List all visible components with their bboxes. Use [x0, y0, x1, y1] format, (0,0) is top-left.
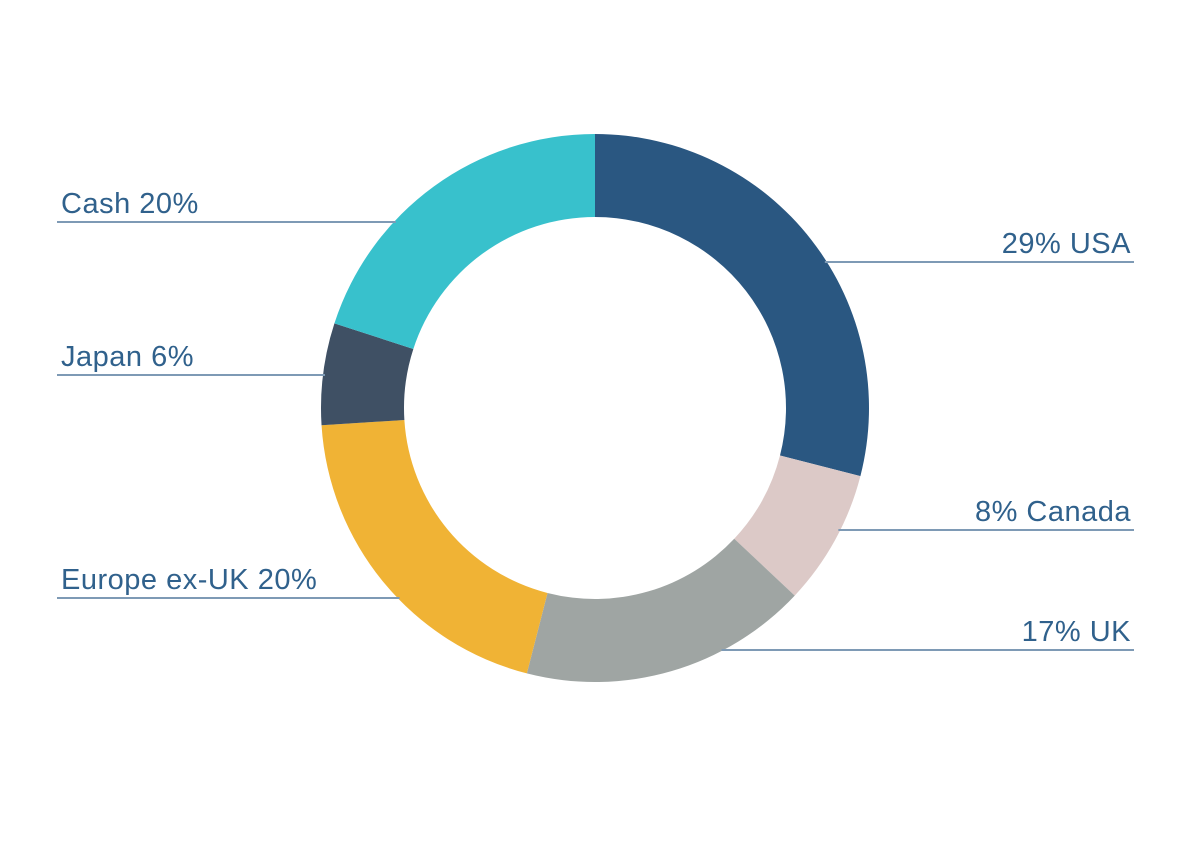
slice-japan: [321, 323, 414, 426]
label-canada: 8% Canada: [975, 496, 1131, 528]
label-uk: 17% UK: [1022, 616, 1132, 648]
slice-usa: [595, 134, 869, 477]
slice-europe-ex-uk: [321, 419, 548, 674]
label-europe-ex-uk: Europe ex-UK 20%: [61, 564, 317, 596]
label-cash: Cash 20%: [61, 188, 199, 220]
label-japan: Japan 6%: [61, 341, 194, 373]
slice-canada: [734, 455, 861, 596]
slice-cash: [334, 134, 595, 349]
slice-uk: [526, 538, 795, 682]
label-usa: 29% USA: [1002, 228, 1131, 260]
